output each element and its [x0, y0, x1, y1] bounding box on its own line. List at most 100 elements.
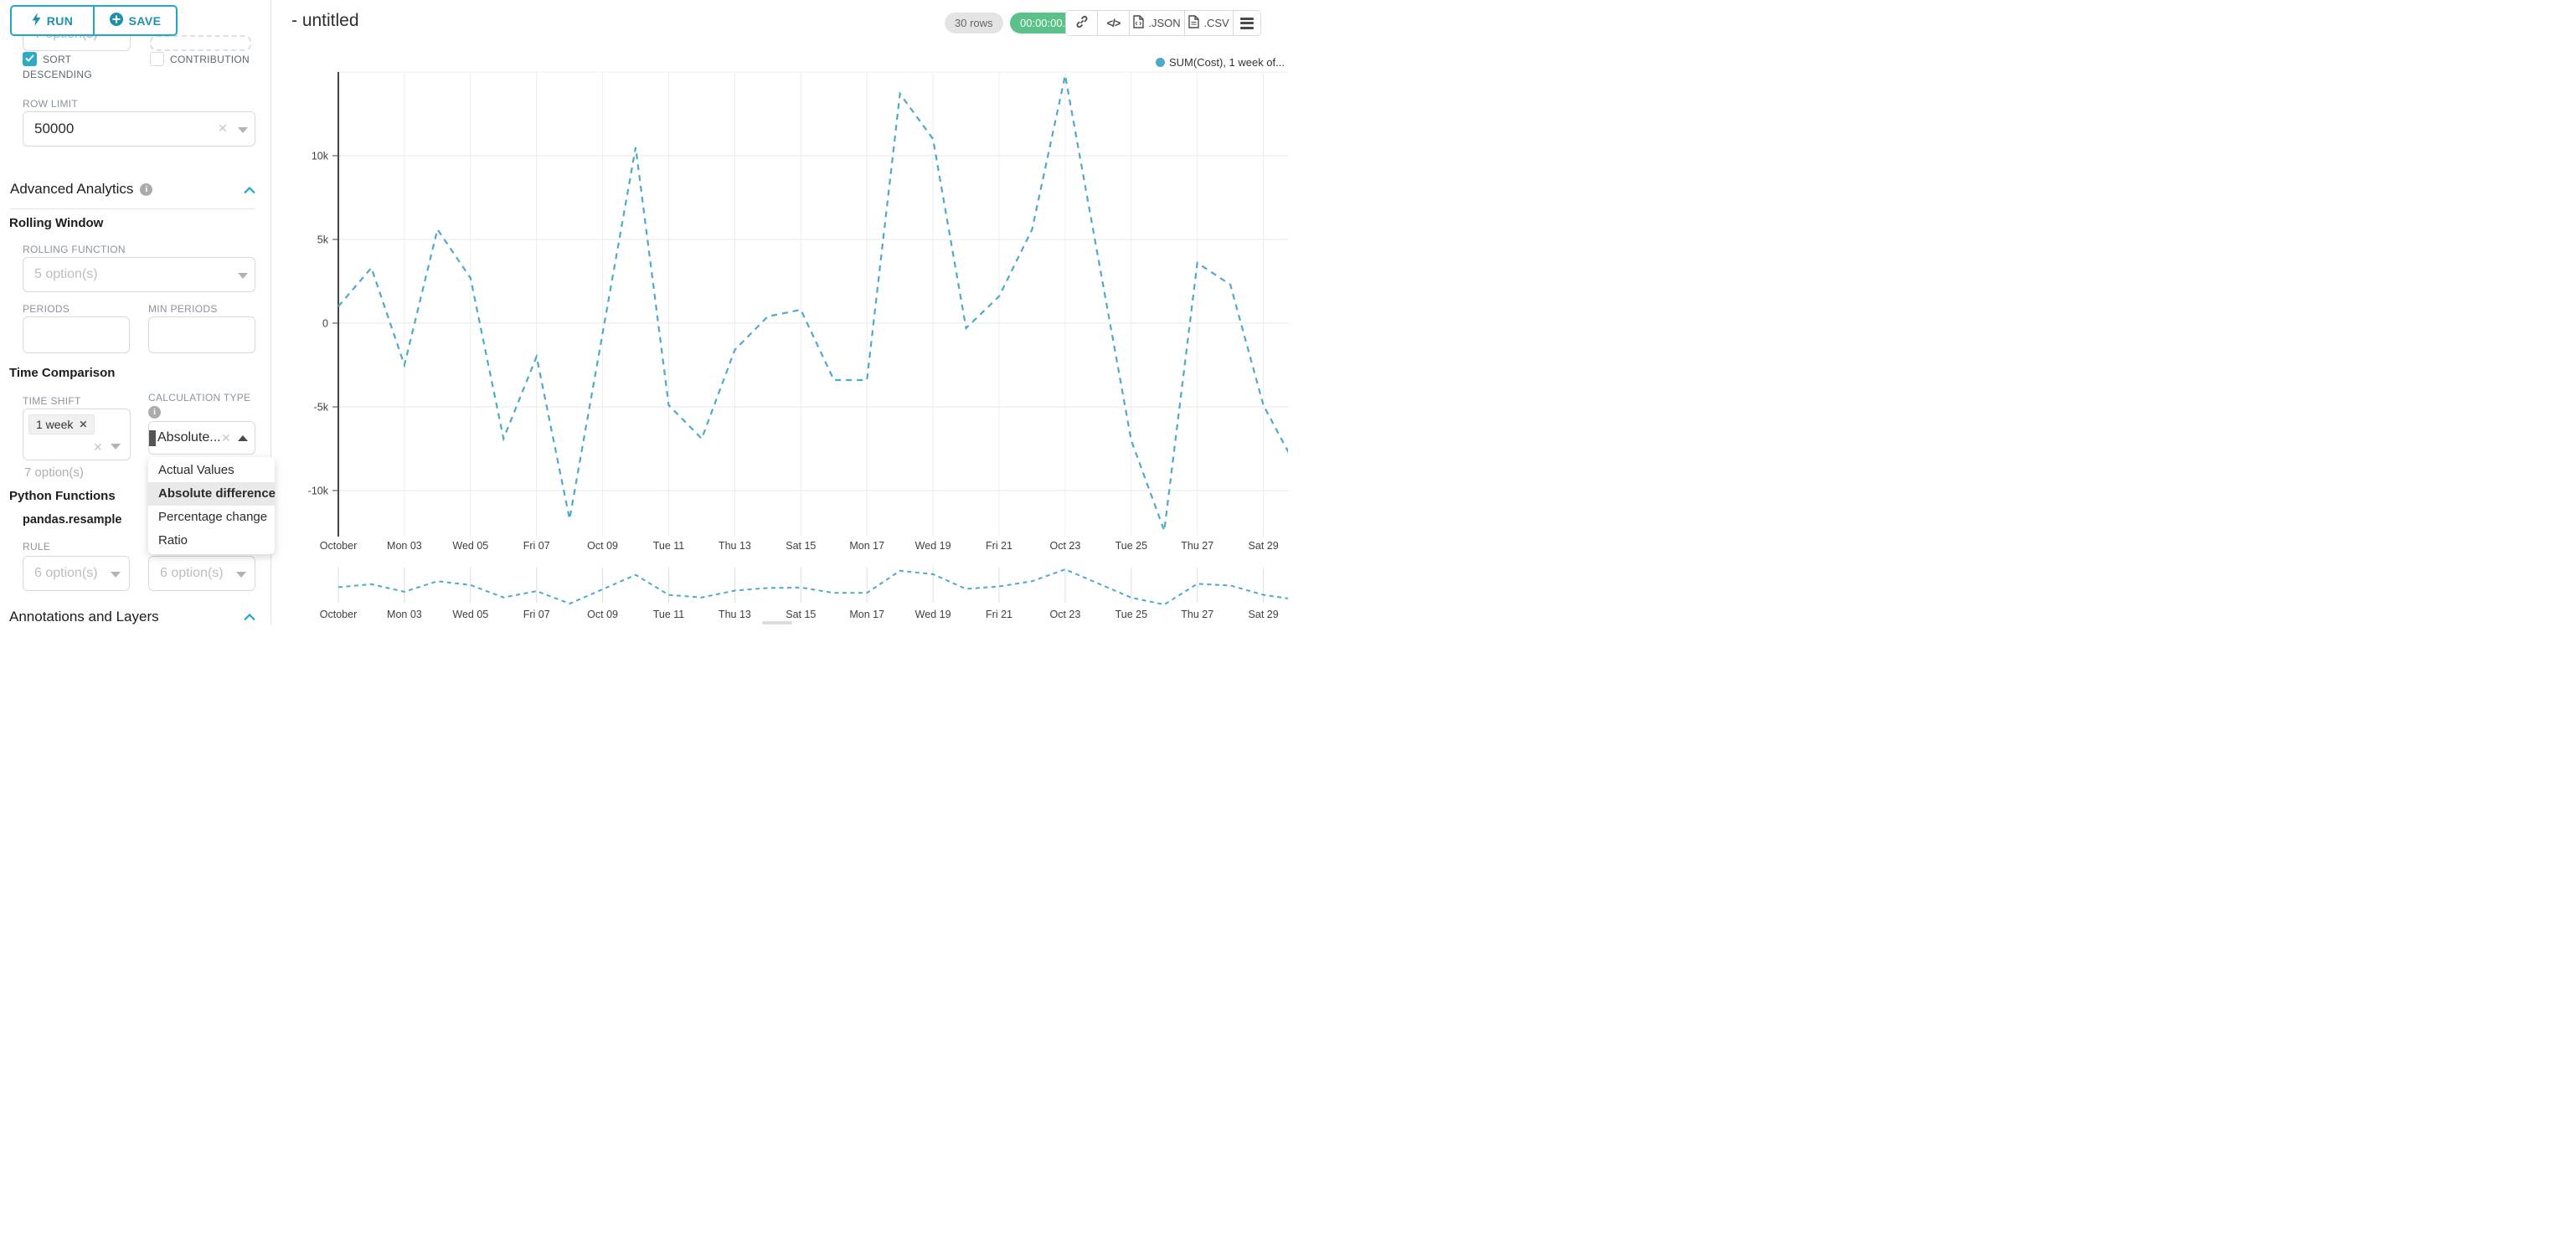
x-axis-label: Thu 13	[718, 540, 751, 552]
rolling-function-select[interactable]: 5 option(s)	[23, 257, 255, 292]
advanced-analytics-header[interactable]: Advanced Analytics i	[10, 181, 153, 198]
x-axis-label: October	[319, 540, 358, 552]
chevron-up-icon[interactable]	[244, 187, 255, 194]
clear-icon[interactable]: ✕	[221, 431, 231, 445]
rolling-function-label: ROLLING FUNCTION	[23, 244, 126, 255]
rule-select-2[interactable]: 6 option(s)	[148, 556, 255, 591]
menu-option[interactable]: Ratio	[158, 533, 188, 547]
min-periods-input[interactable]	[148, 316, 255, 353]
x-axis-label: Thu 27	[1181, 609, 1214, 620]
contribution-checkbox-row[interactable]: CONTRIBUTION	[150, 52, 269, 67]
plus-circle-icon	[109, 13, 123, 28]
export-csv-button[interactable]: .CSV	[1185, 11, 1234, 35]
rule-placeholder-2: 6 option(s)	[160, 566, 224, 580]
x-axis-label: Oct 23	[1049, 609, 1081, 620]
min-periods-label: MIN PERIODS	[148, 303, 218, 315]
section-divider	[10, 208, 255, 209]
calculation-type-dropdown-menu: Actual Values Absolute difference Percenta…	[148, 457, 276, 554]
bolt-icon	[32, 13, 41, 28]
dashed-drop-target[interactable]	[150, 35, 251, 51]
caret-down-icon[interactable]	[236, 572, 246, 578]
calculation-type-value: Absolute...	[157, 430, 221, 445]
calculation-type-label: CALCULATION TYPE	[148, 392, 251, 403]
clear-icon[interactable]: ✕	[93, 440, 103, 454]
save-button-label: SAVE	[128, 13, 162, 28]
rule-label: RULE	[23, 541, 51, 553]
caret-down-icon[interactable]	[238, 273, 248, 279]
x-axis-label: Sat 29	[1248, 540, 1279, 552]
periods-input[interactable]	[23, 316, 130, 353]
caret-down-icon[interactable]	[111, 572, 121, 578]
x-axis-label: Fri 07	[523, 609, 550, 620]
export-json-button[interactable]: .JSON	[1130, 11, 1185, 35]
caret-up-icon[interactable]	[238, 435, 248, 441]
svg-text:0: 0	[322, 318, 328, 330]
time-comparison-heading: Time Comparison	[9, 366, 116, 380]
rolling-window-heading: Rolling Window	[9, 216, 104, 230]
run-button-label: RUN	[46, 13, 74, 28]
run-save-button-group: RUN SAVE	[10, 5, 178, 36]
time-shift-select[interactable]: 1 week ✕ ✕	[23, 409, 131, 460]
time-shift-label: TIME SHIFT	[23, 395, 81, 407]
time-shift-tag[interactable]: 1 week ✕	[28, 414, 95, 434]
caret-down-icon[interactable]	[111, 444, 121, 450]
x-axis-label: Wed 19	[914, 609, 951, 620]
row-limit-value: 50000	[34, 121, 75, 136]
legend-label: SUM(Cost), 1 week of...	[1169, 56, 1285, 69]
copy-link-button[interactable]	[1066, 11, 1098, 35]
cost-series-line	[337, 75, 1288, 532]
x-axis-label: Tue 11	[652, 609, 685, 620]
export-toolbar: </> .JSON .CSV	[1065, 10, 1261, 36]
rule-placeholder: 6 option(s)	[34, 566, 98, 580]
x-axis-label: October	[319, 609, 358, 620]
x-axis-label: Wed 19	[914, 540, 951, 552]
x-axis-label: Fri 21	[986, 609, 1012, 620]
link-icon	[1075, 15, 1089, 31]
chart-title[interactable]: - untitled	[291, 11, 359, 30]
save-button[interactable]: SAVE	[94, 5, 178, 36]
periods-label: PERIODS	[23, 303, 70, 315]
x-axis-label: Sat 29	[1248, 609, 1279, 620]
caret-down-icon[interactable]	[238, 127, 248, 133]
annotations-header[interactable]: Annotations and Layers	[9, 609, 159, 625]
x-axis-label: Tue 11	[652, 540, 685, 552]
legend-item[interactable]: SUM(Cost), 1 week of...	[1156, 56, 1285, 69]
x-axis-label: Mon 03	[387, 540, 422, 552]
file-csv-icon	[1188, 15, 1200, 31]
svg-text:10k: 10k	[312, 151, 329, 162]
more-options-button[interactable]	[1234, 11, 1260, 35]
series-color-dot	[1156, 58, 1165, 67]
menu-option[interactable]: Actual Values	[158, 463, 234, 477]
contribution-label: CONTRIBUTION	[170, 54, 250, 65]
svg-text:-10k: -10k	[308, 486, 329, 497]
svg-text:5k: 5k	[317, 234, 329, 246]
clear-icon[interactable]: ✕	[218, 121, 228, 135]
x-axis-label: Thu 27	[1181, 540, 1214, 552]
row-limit-select[interactable]: 50000 ✕	[23, 111, 255, 146]
tag-remove-icon[interactable]: ✕	[79, 419, 88, 430]
horizontal-scrollbar[interactable]	[762, 621, 792, 624]
file-json-icon	[1133, 15, 1145, 31]
x-axis-label: Wed 05	[452, 609, 489, 620]
x-axis-label: Thu 13	[718, 609, 751, 620]
menu-option[interactable]: Percentage change	[158, 510, 268, 524]
x-axis-label: Sat 15	[786, 540, 817, 552]
rolling-function-placeholder: 5 option(s)	[34, 267, 98, 281]
info-icon[interactable]: i	[140, 182, 153, 196]
export-csv-label: .CSV	[1203, 17, 1229, 29]
x-axis-label: Tue 25	[1115, 540, 1148, 552]
menu-option[interactable]: Absolute difference	[148, 482, 276, 506]
rows-badge: 30 rows	[945, 13, 1003, 33]
python-functions-heading: Python Functions	[9, 489, 116, 503]
menu-icon	[1240, 15, 1254, 31]
embed-code-button[interactable]: </>	[1098, 11, 1130, 35]
info-icon[interactable]: i	[148, 406, 161, 419]
chevron-up-icon[interactable]	[244, 614, 255, 621]
checkbox-checked-icon[interactable]	[23, 52, 37, 66]
checkbox-unchecked-icon[interactable]	[150, 52, 164, 66]
rule-select[interactable]: 6 option(s)	[23, 556, 130, 591]
python-function-name: pandas.resample	[23, 513, 122, 527]
run-button[interactable]: RUN	[10, 5, 94, 36]
sort-descending-checkbox-row[interactable]: SORT DESCENDING	[23, 52, 103, 82]
calculation-type-select[interactable]: Absolute... ✕	[148, 421, 255, 455]
